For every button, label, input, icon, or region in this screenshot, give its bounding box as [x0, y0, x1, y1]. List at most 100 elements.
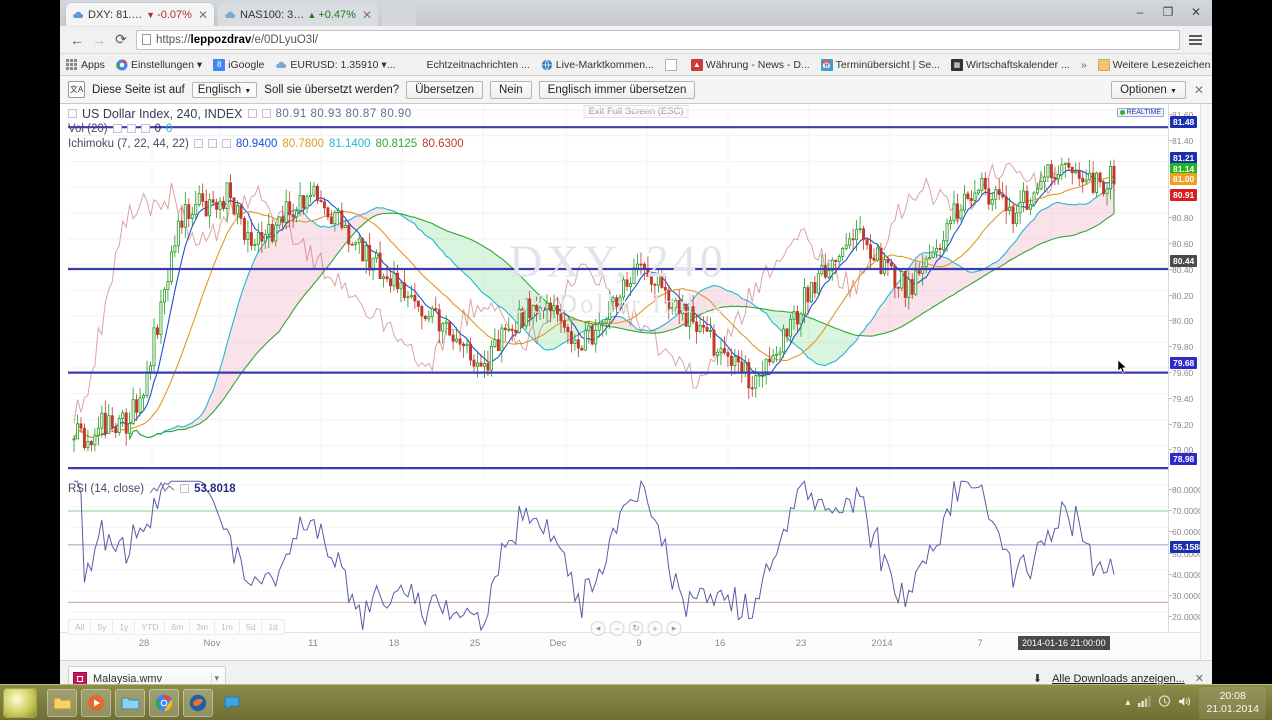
address-bar[interactable]: https://leppozdrav/e/0DLyuO3l/	[136, 29, 1180, 50]
chart-area[interactable]: Exit Full Screen (ESC) DXY, 240 US Dolla…	[60, 104, 1212, 660]
nav-zoom-in-button[interactable]: +	[647, 621, 663, 636]
download-arrow-icon: ⬇	[1032, 673, 1043, 685]
range-selector[interactable]: All 5y 1y YTD 6m 3m 1m 5d 1d	[68, 619, 285, 635]
tab-nas100[interactable]: NAS100: 3609 ▲ +0.47% ✕	[218, 3, 378, 26]
tab-title: DXY: 81.14	[88, 8, 144, 21]
nav-reset-button[interactable]: ↻	[628, 621, 644, 636]
price-plot[interactable]: DXY, 240 US Dollar Index	[68, 104, 1168, 479]
tab-close-icon[interactable]: ✕	[361, 7, 372, 22]
rsi-value: 53.8018	[194, 482, 236, 495]
ichimoku-hide-icon[interactable]	[207, 139, 217, 148]
taskbar-folder-icon[interactable]	[115, 688, 145, 717]
no-button[interactable]: Nein	[490, 80, 532, 99]
bookmark-einstellungen[interactable]: Ein­stellungen ▾	[116, 59, 202, 71]
bookmark-echtzeitnachrichten[interactable]: Echtzeitnachrichten ...	[426, 59, 529, 71]
range-button-1y[interactable]: 1y	[112, 619, 135, 635]
rsi-pane[interactable]: RSI (14, close) 53.8018 80.0000 70.0000 60…	[60, 479, 1212, 639]
range-button-ytd[interactable]: YTD	[134, 619, 165, 635]
range-button-3m[interactable]: 3m	[189, 619, 215, 635]
price-tick: 81.60	[1168, 110, 1194, 120]
back-icon[interactable]: ←	[70, 31, 84, 48]
other-bookmarks-folder[interactable]: Weitere Lesezeichen	[1097, 58, 1211, 71]
network-icon[interactable]	[1137, 695, 1152, 711]
start-button[interactable]	[3, 687, 37, 718]
igoogle-icon: 8	[213, 58, 226, 71]
price-label-81.48: 81.48	[1170, 116, 1198, 128]
time-tooltip: 2014-01-16 21:00:00	[1018, 636, 1110, 650]
chart-icon: ▦	[950, 58, 963, 71]
price-pane[interactable]: DXY, 240 US Dollar Index US Dollar Index…	[60, 104, 1212, 479]
bookmark-eurusd[interactable]: EURUSD: 1.35910 ▾...	[275, 59, 395, 71]
volume-settings-icon[interactable]	[112, 124, 122, 133]
reload-icon[interactable]: ⟳	[115, 31, 127, 47]
rsi-hide-icon[interactable]	[180, 484, 190, 493]
time-axis[interactable]: 28Nov111825Dec9162320147132014-01-16 21:…	[60, 632, 1212, 660]
url-path: /e/0DLyuO3l/	[251, 33, 318, 46]
taskbar-media-player-icon[interactable]	[81, 688, 111, 717]
maximize-button[interactable]: ❐	[1162, 5, 1174, 19]
action-center-icon[interactable]	[1158, 694, 1171, 711]
language-select[interactable]: Englisch ▼	[191, 81, 258, 98]
visibility-box-icon[interactable]	[261, 109, 271, 118]
volume-hide-icon[interactable]	[126, 124, 136, 133]
bookmark-waehrung-news[interactable]: ▲ Währung - News - D...	[690, 58, 810, 71]
bookmark-terminuebersicht[interactable]: 📅 Terminübersicht | Se...	[820, 58, 940, 71]
volume-close-icon[interactable]	[140, 124, 150, 133]
chrome-menu-icon[interactable]	[1184, 29, 1206, 51]
bookmark-apps[interactable]: Apps	[66, 58, 105, 71]
download-menu-icon[interactable]: ▾	[211, 673, 221, 684]
nav-prev-button[interactable]: ◂	[590, 621, 606, 636]
time-tick: 16	[714, 638, 726, 649]
price-tick: 80.80	[1168, 213, 1194, 224]
rsi-sparkline-icon	[149, 482, 175, 494]
bookmark-wirtschaftskalender[interactable]: ▦ Wirtschaftskalender ...	[950, 58, 1070, 71]
tab-dxy[interactable]: DXY: 81.14 ▼ -0.07% ✕	[66, 3, 214, 26]
time-tick: 2014	[871, 638, 893, 649]
taskbar-messenger-icon[interactable]	[217, 689, 247, 717]
close-infobar-icon[interactable]: ✕	[1193, 82, 1204, 97]
options-button[interactable]: Optionen ▼	[1111, 80, 1186, 99]
close-shelf-icon[interactable]: ✕	[1194, 673, 1204, 685]
settings-box-icon[interactable]	[247, 109, 257, 118]
bookmark-blank[interactable]	[664, 58, 680, 71]
cloud-icon	[275, 59, 287, 71]
new-tab-button[interactable]	[382, 3, 416, 26]
show-hidden-icons-button[interactable]: ▴	[1125, 697, 1131, 708]
volume-icon[interactable]	[1178, 695, 1192, 711]
time-tick: Nov	[203, 638, 221, 649]
chart-nav-controls[interactable]: ◂ − ↻ + ▸	[590, 621, 682, 636]
ichimoku-close-icon[interactable]	[221, 139, 231, 148]
range-button-5d[interactable]: 5d	[238, 619, 262, 635]
show-all-downloads-link[interactable]: Alle Downloads anzeigen...	[1052, 672, 1185, 685]
taskbar-explorer-icon[interactable]	[47, 688, 77, 717]
ichimoku-settings-icon[interactable]	[193, 139, 203, 148]
bookmarks-overflow-button[interactable]: »	[1081, 59, 1087, 71]
taskbar-firefox-icon[interactable]	[183, 688, 213, 717]
close-window-button[interactable]: ✕	[1190, 5, 1202, 19]
volume-value-1: 0	[166, 122, 173, 135]
bookmark-igoogle[interactable]: 8 iGoogle	[213, 58, 264, 71]
legend-volume-row: Vol (20) 0 0	[68, 121, 464, 136]
always-translate-button[interactable]: Englisch immer übersetzen	[538, 80, 696, 99]
minimize-button[interactable]: –	[1136, 5, 1144, 19]
range-button-6m[interactable]: 6m	[164, 619, 190, 635]
nav-next-button[interactable]: ▸	[666, 621, 682, 636]
tab-close-icon[interactable]: ✕	[197, 7, 208, 22]
range-button-1m[interactable]: 1m	[214, 619, 239, 635]
rsi-plot[interactable]	[68, 479, 1168, 639]
url-scheme: https://	[156, 33, 191, 46]
series-toggle-icon[interactable]	[68, 109, 77, 118]
ichimoku-tenkan: 80.9400	[235, 137, 278, 150]
taskbar-clock[interactable]: 20:08 21.01.2014	[1199, 686, 1266, 719]
window-controls: – ❐ ✕	[1126, 0, 1210, 24]
forward-icon[interactable]: →	[92, 31, 106, 48]
nav-zoom-out-button[interactable]: −	[609, 621, 625, 636]
range-button-1d[interactable]: 1d	[261, 619, 285, 635]
translate-button[interactable]: Übersetzen	[406, 80, 483, 99]
chart-scrollbar[interactable]	[1200, 104, 1212, 660]
tab-change: -0.07%	[157, 8, 192, 21]
taskbar-chrome-icon[interactable]	[149, 688, 179, 717]
range-button-5y[interactable]: 5y	[90, 619, 113, 635]
bookmark-live-marktkommentar[interactable]: Live-Marktkommen...	[541, 59, 654, 71]
range-button-all[interactable]: All	[68, 619, 91, 635]
